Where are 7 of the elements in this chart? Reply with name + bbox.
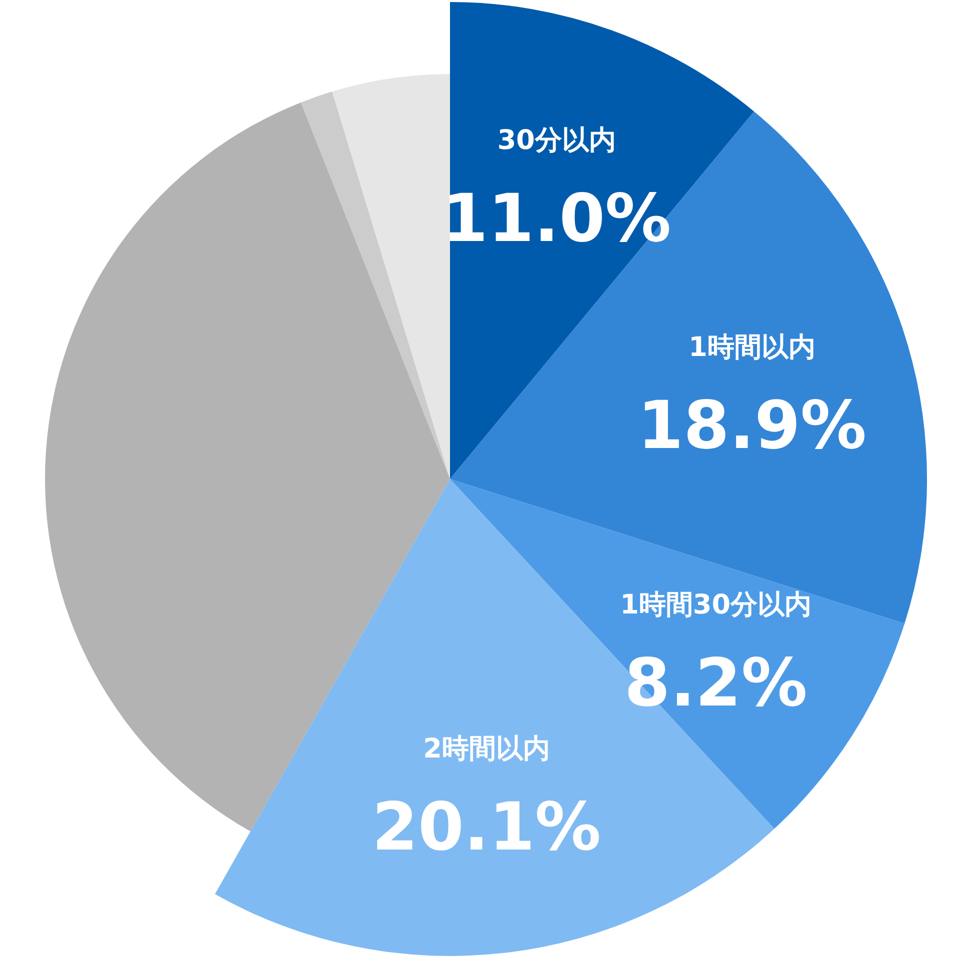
data-label: 20.1% [372,788,602,866]
slice-label: 1時間30分以内 [620,590,812,621]
slice-label: 1時間以内 [688,332,816,364]
slice-label: 30分以内 [497,124,616,156]
slice-label: 2時間以内 [423,734,550,765]
data-label: 18.9% [638,387,867,464]
data-label: 8.2% [624,644,808,722]
